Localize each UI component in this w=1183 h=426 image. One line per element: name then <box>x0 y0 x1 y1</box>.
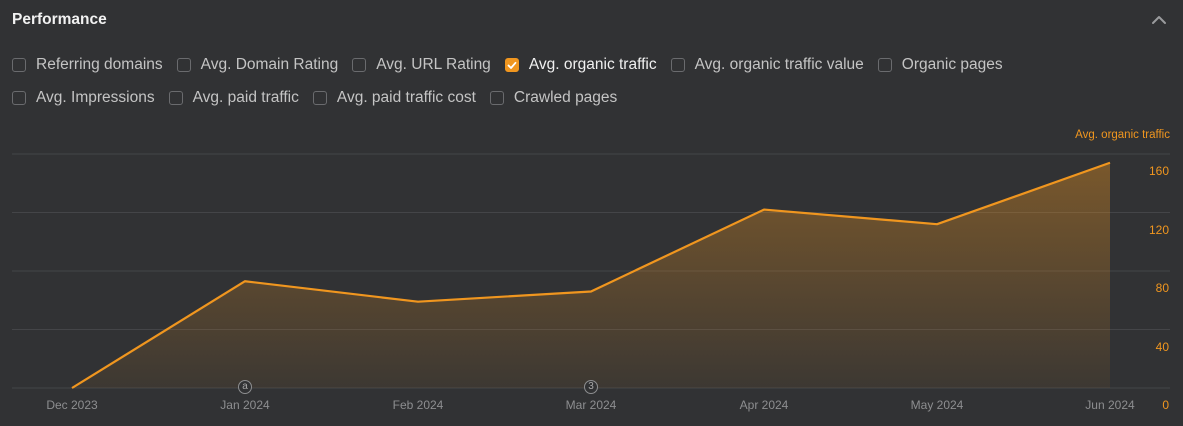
checkbox[interactable] <box>12 91 26 105</box>
metric-filters-row-1: Referring domains Avg. Domain Rating Avg… <box>12 56 1017 74</box>
checkbox[interactable] <box>670 58 685 72</box>
y-tick-label: 0 <box>1162 398 1169 412</box>
checkbox[interactable] <box>877 58 892 72</box>
filter-avg-organic-traffic[interactable]: Avg. organic traffic <box>504 56 657 74</box>
metric-filters-row-2: Avg. Impressions Avg. paid traffic Avg. … <box>12 89 631 107</box>
checkbox[interactable] <box>176 58 191 72</box>
checkbox-checked[interactable] <box>504 58 519 72</box>
x-tick-label: Apr 2024 <box>739 398 789 412</box>
chevron-up-icon[interactable] <box>1150 12 1168 28</box>
x-tick-label: Jan 2024 <box>220 398 270 412</box>
filter-avg-paid-traffic-cost[interactable]: Avg. paid traffic cost <box>312 89 476 107</box>
filter-avg-url-rating[interactable]: Avg. URL Rating <box>352 56 491 74</box>
filter-avg-paid-traffic[interactable]: Avg. paid traffic <box>168 89 299 107</box>
filter-avg-domain-rating[interactable]: Avg. Domain Rating <box>176 56 338 74</box>
checkbox[interactable] <box>352 58 367 72</box>
x-tick-label: Feb 2024 <box>392 398 444 412</box>
y-tick-label: 160 <box>1148 164 1169 178</box>
y-tick-label: 40 <box>1155 339 1169 354</box>
panel-title: Performance <box>12 11 107 28</box>
x-tick-label: Mar 2024 <box>565 398 617 412</box>
x-tick-label: May 2024 <box>910 398 964 412</box>
filter-avg-impressions[interactable]: Avg. Impressions <box>12 89 155 107</box>
series-line <box>71 161 1111 389</box>
y-tick-label: 120 <box>1148 222 1169 237</box>
filter-organic-pages[interactable]: Organic pages <box>877 56 1003 74</box>
checkbox[interactable] <box>168 91 183 105</box>
filter-referring-domains[interactable]: Referring domains <box>12 56 163 74</box>
x-tick-label: Jun 2024 <box>1085 398 1135 412</box>
x-tick-label: Dec 2023 <box>46 398 98 412</box>
checkmark-icon <box>507 61 517 69</box>
filter-crawled-pages[interactable]: Crawled pages <box>489 89 617 107</box>
area-fill <box>72 162 1110 388</box>
filter-avg-organic-traffic-value[interactable]: Avg. organic traffic value <box>670 56 864 74</box>
annotation-marker[interactable]: a <box>238 380 252 394</box>
y-tick-label: 80 <box>1155 281 1169 295</box>
annotation-marker[interactable]: 3 <box>584 380 598 394</box>
checkbox[interactable] <box>312 91 327 105</box>
checkbox[interactable] <box>489 91 504 105</box>
series-axis-label: Avg. organic traffic <box>1075 129 1170 141</box>
checkbox[interactable] <box>12 58 26 72</box>
